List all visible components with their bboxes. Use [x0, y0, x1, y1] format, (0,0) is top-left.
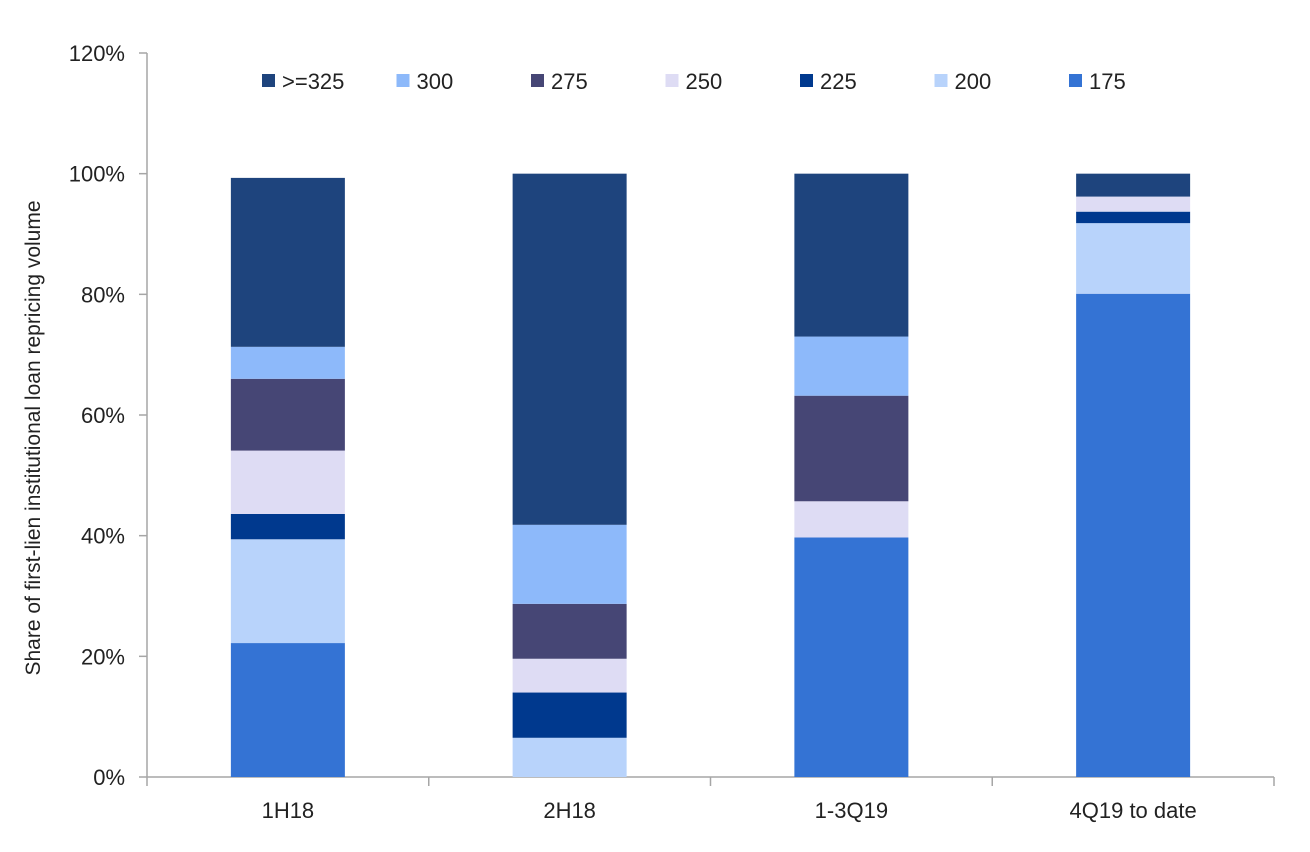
- y-axis-title: Share of first-lien institutional loan r…: [22, 200, 45, 675]
- legend-label: 275: [551, 69, 588, 94]
- x-axis: 1H18 2H18 1-3Q19 4Q19 to date: [146, 776, 1275, 823]
- legend-swatch: [934, 74, 948, 87]
- bar-segment: [512, 658, 627, 693]
- bar-segment: [512, 603, 627, 659]
- y-tick-label: 80%: [81, 282, 125, 307]
- legend-label: 200: [955, 69, 992, 94]
- bar-segment: [1076, 223, 1191, 294]
- legend-label: 175: [1089, 69, 1126, 94]
- legend-label: 250: [686, 69, 723, 94]
- legend-swatch: [1069, 74, 1082, 87]
- legend-swatch: [396, 74, 410, 87]
- legend: >=325 300 275 250 225 200 175: [262, 69, 1126, 94]
- bar-segment: [230, 539, 345, 644]
- bar-segment: [794, 537, 909, 777]
- bar-segment: [512, 173, 627, 525]
- y-tick-label: 20%: [81, 644, 125, 669]
- bar-segment: [794, 501, 909, 538]
- legend-label: 300: [417, 69, 454, 94]
- y-tick-label: 100%: [69, 162, 125, 187]
- y-tick-label: 60%: [81, 403, 125, 428]
- bars: [230, 173, 1191, 777]
- y-axis: 0% 20% 40% 60% 80% 100% 120%: [69, 41, 148, 790]
- bar-segment: [512, 692, 627, 738]
- legend-swatch: [665, 74, 679, 87]
- bar-segment: [230, 513, 345, 540]
- legend-swatch: [800, 74, 813, 87]
- legend-label: 225: [820, 69, 857, 94]
- bar-segment: [1076, 211, 1191, 224]
- y-tick-label: 40%: [81, 524, 125, 549]
- legend-swatch: [262, 74, 275, 87]
- bar-segment: [794, 395, 909, 502]
- bar-segment: [230, 177, 345, 347]
- bar-segment: [1076, 293, 1191, 777]
- bar-segment: [230, 378, 345, 451]
- y-tick-label: 0%: [93, 765, 125, 790]
- x-tick-label: 1H18: [262, 798, 315, 823]
- legend-swatch: [531, 74, 544, 87]
- x-tick-label: 2H18: [543, 798, 596, 823]
- bar-segment: [1076, 173, 1191, 197]
- bar-segment: [794, 173, 909, 337]
- x-tick-label: 4Q19 to date: [1070, 798, 1197, 823]
- x-tick-label: 1-3Q19: [815, 798, 888, 823]
- bar-segment: [230, 643, 345, 777]
- bar-segment: [512, 524, 627, 604]
- bar-segment: [1076, 196, 1191, 212]
- y-tick-label: 120%: [69, 41, 125, 66]
- legend-label: >=325: [282, 69, 344, 94]
- bar-segment: [512, 737, 627, 777]
- bar-segment: [230, 450, 345, 514]
- bar-segment: [230, 346, 345, 379]
- bar-segment: [794, 336, 909, 396]
